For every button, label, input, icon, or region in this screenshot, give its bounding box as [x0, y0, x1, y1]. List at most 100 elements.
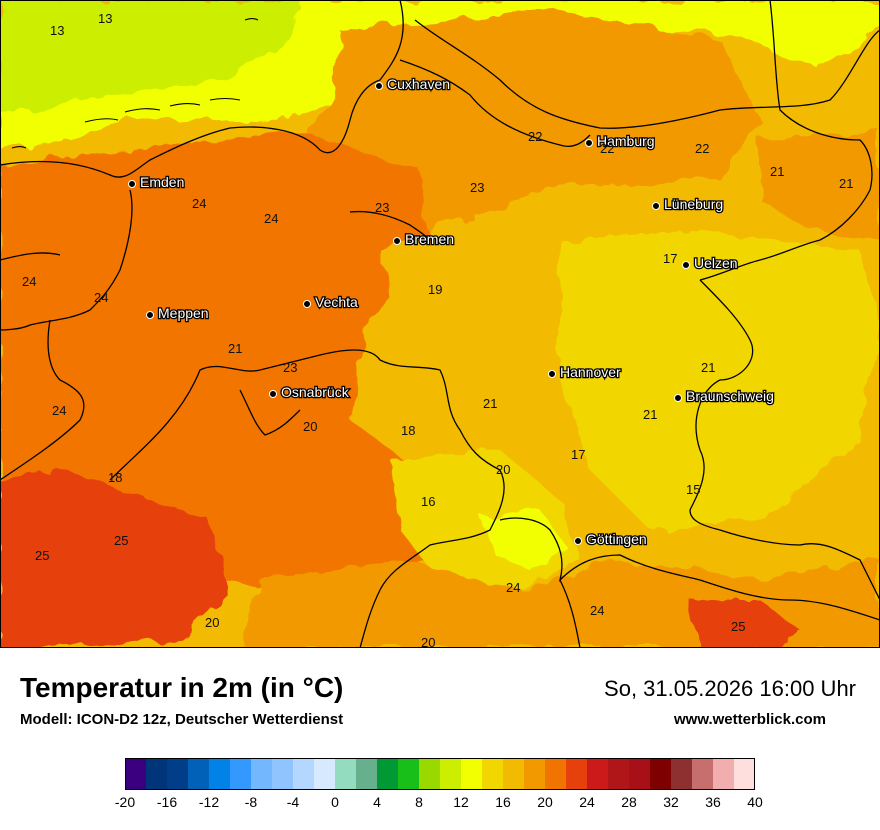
weser-estuary — [349, 210, 431, 241]
island — [209, 97, 241, 101]
hot-zone-southwest — [0, 470, 230, 648]
color-scale-tick-label: 36 — [705, 794, 721, 810]
elbe-estuary — [399, 59, 591, 147]
color-scale-swatch — [356, 758, 378, 790]
city-marker[interactable]: Lüneburg — [652, 195, 724, 213]
border-west-lower — [0, 252, 61, 261]
svg-text:Vechta: Vechta — [315, 294, 358, 310]
city-marker[interactable]: Hannover — [548, 363, 622, 381]
color-scale-tick-label: 32 — [663, 794, 679, 810]
temperature-value: 20 — [496, 462, 510, 477]
color-scale-swatch — [461, 758, 483, 790]
temperature-value: 21 — [701, 360, 715, 375]
map-title: Temperatur in 2m (in °C) — [20, 672, 344, 703]
temperature-value: 20 — [421, 635, 435, 648]
color-scale-swatch — [251, 758, 273, 790]
svg-text:Braunschweig: Braunschweig — [686, 388, 774, 404]
dutch-border — [0, 189, 133, 331]
hot-zone-southeast — [690, 600, 800, 648]
frisian-islands — [11, 17, 259, 149]
model-subtitle: Modell: ICON-D2 12z, Deutscher Wetterdie… — [20, 711, 344, 728]
color-scale-swatch — [692, 758, 714, 790]
color-scale-swatch — [419, 758, 441, 790]
temperature-value: 20 — [303, 419, 317, 434]
city-markers: Cuxhaven Hamburg Emden Bremen Lüneburg U… — [128, 75, 775, 548]
color-scale-swatch — [524, 758, 546, 790]
temperature-value: 22 — [600, 141, 614, 156]
temperature-value: 25 — [731, 619, 745, 634]
warm-zone-east — [760, 130, 880, 240]
hesse-border — [559, 579, 581, 648]
color-scale-tick-label: 4 — [373, 794, 381, 810]
color-scale-swatch — [566, 758, 588, 790]
temperature-map: Cuxhaven Hamburg Emden Bremen Lüneburg U… — [0, 0, 880, 648]
city-marker[interactable]: Vechta — [303, 293, 359, 311]
svg-text:Lüneburg: Lüneburg — [664, 196, 723, 212]
coastline — [0, 0, 404, 178]
city-marker[interactable]: Bremen — [393, 230, 455, 248]
color-scale-tick-label: 20 — [537, 794, 553, 810]
hot-zone-west — [0, 240, 120, 440]
temperature-value: 24 — [590, 603, 604, 618]
color-scale-swatch — [503, 758, 525, 790]
temperature-value: 21 — [770, 164, 784, 179]
temperature-value: 17 — [663, 251, 677, 266]
city-marker[interactable]: Braunschweig — [674, 387, 775, 405]
temperature-value: 24 — [52, 403, 66, 418]
color-scale-tick-label: 12 — [453, 794, 469, 810]
color-scale-swatch — [482, 758, 504, 790]
temperature-value: 21 — [839, 176, 853, 191]
color-scale-tick-label: -16 — [156, 794, 178, 810]
cool-pocket-central — [380, 230, 520, 330]
color-scale-swatch — [713, 758, 735, 790]
color-scale-tick-label: -12 — [198, 794, 220, 810]
temperature-value: 19 — [428, 282, 442, 297]
color-scale-tick-label: 24 — [579, 794, 595, 810]
color-scale-swatch — [335, 758, 357, 790]
city-marker[interactable]: Emden — [128, 173, 186, 191]
temperature-value: 24 — [192, 196, 206, 211]
color-scale-frame — [125, 758, 755, 790]
color-scale-tick-label: 28 — [621, 794, 637, 810]
color-scale-swatch — [440, 758, 462, 790]
color-scale-swatch — [671, 758, 693, 790]
temperature-value: 25 — [35, 548, 49, 563]
valid-time: So, 31.05.2026 16:00 Uhr — [604, 676, 856, 701]
svg-text:Meppen: Meppen — [158, 305, 209, 321]
temperature-value: 23 — [375, 200, 389, 215]
city-marker[interactable]: Göttingen — [574, 530, 648, 548]
temperature-value: 22 — [695, 141, 709, 156]
color-scale-tick-label: -20 — [114, 794, 136, 810]
color-scale-swatch — [125, 758, 147, 790]
temperature-value: 17 — [571, 447, 585, 462]
city-marker[interactable]: Meppen — [146, 304, 210, 322]
island — [244, 17, 259, 21]
temperature-value: 20 — [205, 615, 219, 630]
elbe-north-bank — [414, 19, 880, 129]
city-marker[interactable]: Hamburg — [585, 132, 656, 150]
website-link[interactable]: www.wetterblick.com — [674, 711, 826, 728]
temperature-value: 21 — [228, 341, 242, 356]
temperature-value: 23 — [283, 360, 297, 375]
island — [84, 118, 119, 123]
temperature-value: 18 — [108, 470, 122, 485]
color-scale-tick-label: 8 — [415, 794, 423, 810]
city-marker[interactable]: Cuxhaven — [375, 75, 451, 93]
city-marker[interactable]: Uelzen — [682, 254, 739, 272]
color-scale-tick-label: -4 — [286, 794, 300, 810]
color-scale-bar — [125, 758, 755, 790]
color-scale-swatch — [293, 758, 315, 790]
cold-sea-zone — [0, 0, 300, 112]
nrw-border — [109, 349, 505, 648]
city-marker[interactable]: Osnabrück — [269, 383, 351, 401]
color-scale-tick-label: 16 — [495, 794, 511, 810]
island — [124, 108, 161, 113]
color-scale-ticks: -20 -16 -12 -8 -4 0 4 8 12 16 20 24 28 32 36 40 — [115, 794, 763, 814]
color-scale-swatch — [377, 758, 399, 790]
borders — [0, 0, 880, 648]
color-scale-swatch — [209, 758, 231, 790]
color-scale-swatch — [272, 758, 294, 790]
temperature-value: 24 — [22, 274, 36, 289]
color-scale-swatch — [146, 758, 168, 790]
